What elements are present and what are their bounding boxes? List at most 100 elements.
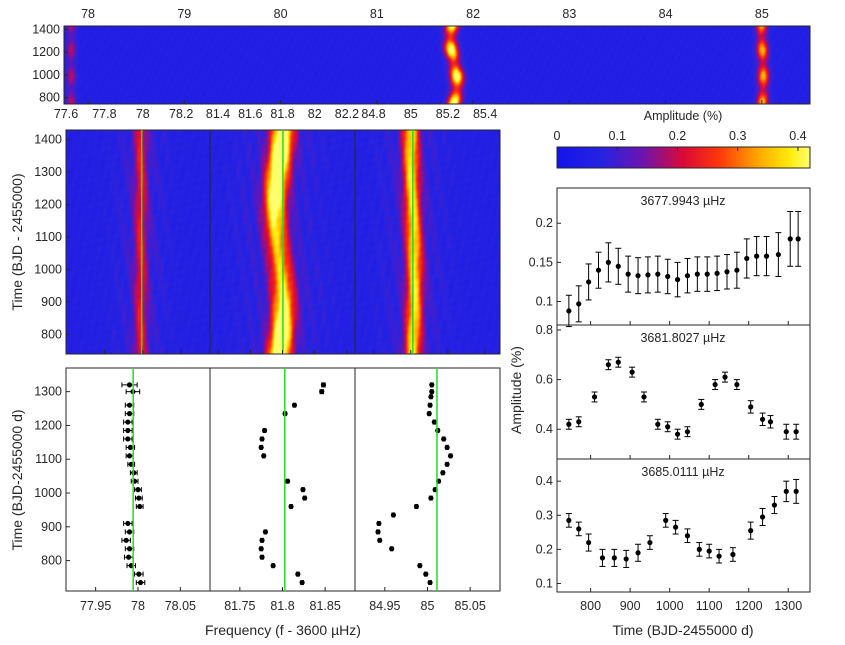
amplitude-point (665, 424, 671, 430)
frequency-point (259, 537, 265, 543)
frequency-point (427, 579, 433, 586)
amplitude-point (629, 369, 635, 375)
frequency-point (291, 402, 298, 408)
amplitude-point (787, 236, 793, 242)
frequency-point (126, 554, 132, 560)
amplitude-point (591, 394, 598, 400)
frequency-panel-frame (209, 367, 356, 592)
amplitude-point (684, 273, 691, 279)
amplitude-point (635, 273, 641, 279)
zoom-heatmap-x-tick-label: 85.2 (436, 107, 460, 121)
frequency-point (423, 571, 429, 577)
frequency-point (319, 389, 325, 395)
amplitude-x-tick-label: 1100 (696, 599, 723, 613)
frequency-x-tick-label: 81.85 (310, 599, 341, 613)
amplitude-point (767, 419, 774, 425)
amplitude-x-tick-label: 900 (620, 599, 641, 613)
amplitude-point (712, 381, 718, 388)
amplitude-point (759, 514, 766, 520)
top-heatmap-x-tick-label: 83 (562, 7, 576, 21)
amplitude-panel-frame (556, 458, 811, 593)
frequency-point (125, 419, 131, 425)
zoom-heatmap-y-tick-label: 1400 (34, 133, 62, 147)
amplitude-point (576, 419, 582, 425)
colorbar-tick-label: 0.2 (669, 129, 686, 143)
frequency-y-tick-label: 900 (41, 520, 62, 534)
amplitude-point (793, 429, 799, 435)
frequency-point (258, 546, 264, 552)
amplitude-y-axis-label: Amplitude (%) (508, 346, 524, 434)
frequency-x-tick-label: 78.05 (165, 599, 196, 613)
frequency-y-tick-label: 1000 (34, 486, 62, 500)
top-heatmap-x-tick-label: 78 (81, 7, 95, 21)
top-heatmap-y-tick-label: 1000 (32, 68, 60, 82)
top-heatmap-y-tick-label: 1200 (32, 45, 60, 59)
frequency-point (262, 529, 269, 535)
frequency-x-tick-label: 85 (421, 599, 435, 613)
frequency-x-tick-label: 84.95 (369, 599, 400, 613)
colorbar-frame (556, 146, 811, 169)
frequency-point (447, 453, 454, 459)
top-heatmap-x-tick-label: 84 (659, 7, 673, 21)
frequency-point (429, 389, 435, 395)
frequency-point (125, 427, 131, 434)
top-heatmap-y-tick-label: 800 (39, 91, 60, 105)
zoom-heatmap-x-tick-label: 77.8 (92, 107, 116, 121)
frequency-x-tick-label: 78 (131, 599, 145, 613)
frequency-point (259, 554, 265, 560)
amplitude-y-tick-label: 0.4 (536, 422, 553, 436)
amplitude-point (724, 269, 730, 275)
frequency-point (320, 382, 327, 388)
zoom-heatmap-y-tick-label: 800 (41, 328, 62, 342)
frequency-point (135, 487, 141, 493)
zoom-heatmap-x-tick-label: 77.6 (54, 107, 78, 121)
frequency-point (429, 382, 435, 388)
frequency-point (376, 520, 382, 527)
amplitude-point (615, 263, 621, 269)
frequency-panel-frame (354, 367, 501, 592)
frequency-point (389, 546, 395, 552)
amplitude-point (748, 404, 754, 410)
amplitude-point (674, 276, 681, 283)
zoom-heatmap-y-tick-label: 1100 (35, 230, 62, 244)
amplitude-point (696, 546, 702, 552)
frequency-point (302, 495, 308, 501)
frequency-point (440, 470, 446, 476)
amplitude-point (783, 488, 789, 494)
frequency-x-tick-label: 85.05 (455, 599, 486, 613)
amplitude-point (714, 270, 720, 276)
amplitude-y-tick-label: 0.1 (536, 576, 553, 590)
frequency-point (428, 495, 434, 501)
zoom-heatmap-x-tick-label: 85 (404, 107, 418, 121)
frequency-point (413, 503, 420, 510)
amplitude-point (625, 271, 631, 277)
frequency-y-tick-label: 1100 (35, 452, 62, 466)
frequency-point (435, 427, 441, 434)
zoom-heatmap-image (66, 130, 210, 354)
amplitude-point (754, 253, 760, 259)
amplitude-point (635, 550, 641, 556)
amplitude-point (586, 279, 592, 285)
colorbar-image (557, 147, 810, 168)
amplitude-point (730, 551, 736, 558)
frequency-point (126, 546, 133, 552)
amplitude-point (645, 272, 651, 278)
amplitude-point (759, 416, 766, 422)
frequency-y-tick-label: 1200 (34, 418, 62, 432)
colorbar-tick-label: 0.3 (729, 129, 746, 143)
amplitude-point (706, 548, 712, 554)
frequency-point (288, 503, 294, 510)
axes-layer (63, 25, 811, 593)
amplitude-point (566, 308, 572, 314)
frequency-point (441, 436, 447, 442)
top-heatmap-frame (63, 25, 811, 105)
frequency-point (431, 419, 437, 425)
amplitude-point (748, 528, 754, 534)
frequency-point (295, 571, 301, 577)
frequency-x-axis-label: Frequency (f - 3600 µHz) (205, 622, 361, 638)
top-heatmap-y-tick-label: 1400 (32, 22, 60, 36)
zoom-heatmap-y-tick-label: 1200 (34, 198, 62, 212)
frequency-point (375, 529, 381, 535)
frequency-point (426, 411, 432, 417)
